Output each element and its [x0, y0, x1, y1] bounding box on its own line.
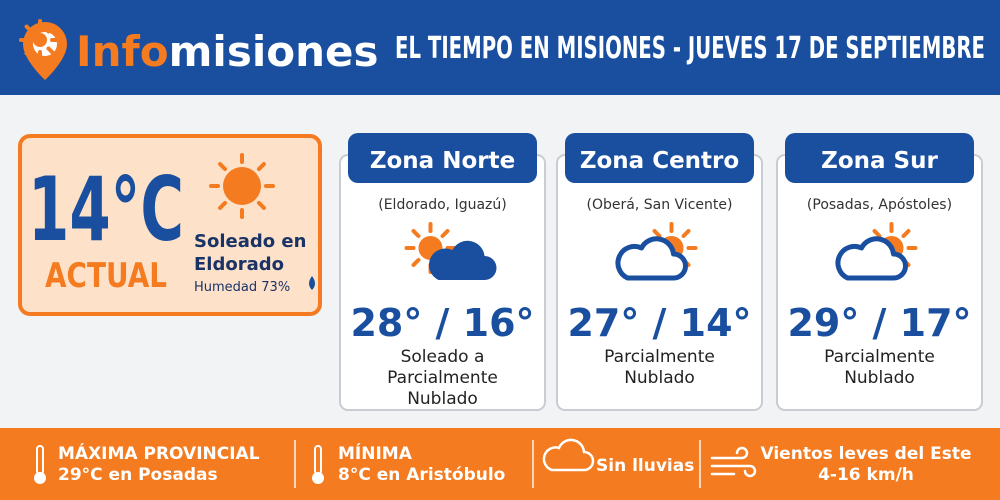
zone-temps: 28° / 16°	[350, 301, 534, 345]
sun-ray	[24, 24, 34, 34]
current-condition: Eldorado	[194, 254, 284, 275]
current-condition: Soleado en	[194, 231, 306, 252]
zone-description: Parcialmente	[824, 347, 935, 367]
sun-ray	[46, 24, 56, 34]
footer-text: 29°C en Posadas	[58, 465, 218, 485]
header-title: EL TIEMPO EN MISIONES - JUEVES 17 DE SEP…	[395, 31, 985, 66]
cloud	[835, 236, 908, 281]
sun-ray	[652, 229, 662, 238]
footer-text: 4-16 km/h	[818, 465, 914, 485]
header-bar	[0, 0, 1000, 95]
zone-name: Zona Centro	[580, 148, 739, 174]
zone-header	[565, 133, 754, 183]
rain-icon	[542, 438, 595, 472]
sun-ray	[440, 229, 450, 238]
sun-ray	[256, 200, 266, 210]
logo-part: Info	[76, 27, 169, 76]
sun-ray	[901, 229, 911, 238]
current-humidity: Humedad 73%	[194, 280, 290, 295]
thermometer-bulb	[312, 472, 324, 484]
droplet-icon	[309, 276, 315, 290]
footer-text: Vientos leves del Este	[761, 444, 972, 464]
footer-text: 8°C en Aristóbulo	[338, 465, 505, 485]
sun	[33, 33, 47, 47]
cloud	[615, 236, 688, 281]
sun-ray	[872, 229, 882, 238]
zone-places: (Posadas, Apóstoles)	[807, 197, 952, 213]
footer-text: Sin lluvias	[596, 456, 694, 476]
sun-ray	[218, 162, 228, 172]
footer-text: MÁXIMA PROVINCIAL	[58, 442, 260, 464]
zone-temps: 27° / 14°	[567, 301, 751, 345]
zone-description: Parcialmente	[604, 347, 715, 367]
logo: Infomisiones	[76, 27, 378, 76]
zone-temps: 29° / 17°	[787, 301, 971, 345]
zone-places: (Eldorado, Iguazú)	[378, 197, 507, 213]
zone-header	[348, 133, 537, 183]
sun-ray	[681, 229, 691, 238]
footer-text: MÍNIMA	[338, 442, 413, 464]
current-label: ACTUAL	[45, 256, 167, 296]
logo-part: misiones	[169, 27, 379, 76]
current-temperature: 14°C	[28, 158, 184, 261]
zone-places: (Oberá, San Vicente)	[587, 197, 733, 213]
sun-ray	[256, 162, 266, 172]
thermometer-bulb	[34, 472, 46, 484]
zone-name: Zona Norte	[370, 148, 515, 174]
cloud	[428, 240, 497, 280]
zone-description: Nublado	[844, 368, 915, 388]
wind-icon	[710, 446, 757, 478]
zone-description: Nublado	[407, 389, 478, 409]
sun-ray	[411, 258, 421, 267]
sun	[223, 167, 261, 205]
zone-description: Soleado a	[401, 347, 485, 367]
zone-description: Parcialmente	[387, 368, 498, 388]
sun-ray	[46, 46, 56, 56]
zone-description: Nublado	[624, 368, 695, 388]
zone-header	[785, 133, 974, 183]
sun-ray	[411, 229, 421, 238]
sun-ray	[24, 46, 34, 56]
zone-name: Zona Sur	[821, 148, 938, 174]
sun-ray	[218, 200, 228, 210]
footer-bar	[0, 428, 1000, 500]
